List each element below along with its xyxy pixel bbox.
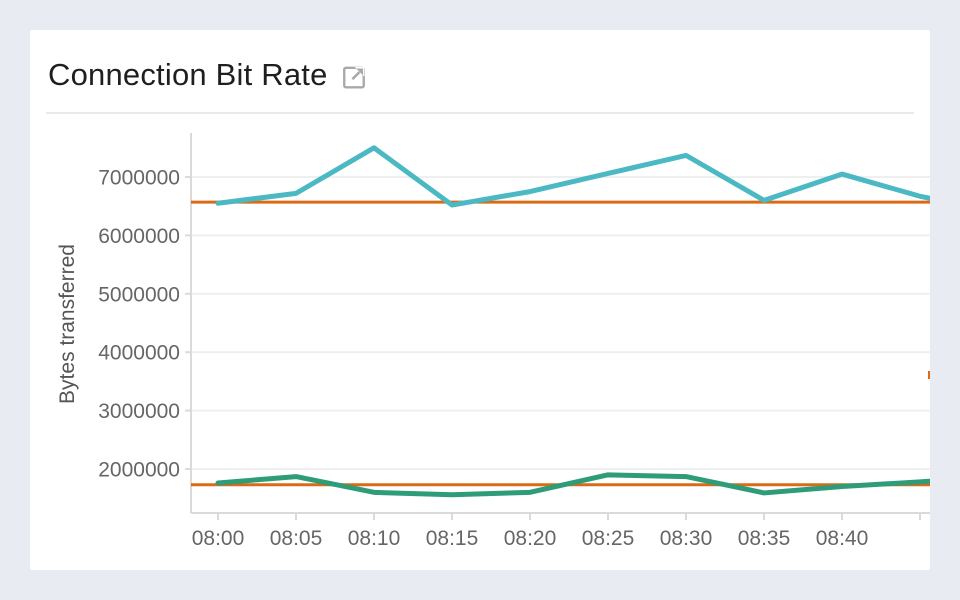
y-tick-label: 6000000 (98, 225, 180, 248)
bitrate-series-teal (215, 145, 930, 208)
x-tick-label: 08:10 (348, 527, 401, 550)
x-tick-label: 08:20 (504, 527, 557, 550)
chart-series-lines (215, 145, 930, 498)
x-tick-label: 08:30 (660, 527, 713, 550)
chart-axes (185, 133, 930, 520)
chart-tick-labels: 2000000 3000000 4000000 5000000 6000000 70000… (98, 167, 868, 551)
y-axis-title: Bytes transferred (56, 244, 79, 404)
x-tick-label: 08:15 (426, 527, 479, 550)
y-tick-label: 3000000 (98, 400, 180, 423)
external-link-icon[interactable] (341, 64, 367, 90)
chart-threshold-lines (191, 200, 930, 487)
y-tick-label: 4000000 (98, 342, 180, 365)
x-tick-label: 08:35 (738, 527, 791, 550)
x-tick-label: 08:05 (270, 527, 323, 550)
x-tick-label: 08:00 (192, 527, 245, 550)
x-tick-label: 08:40 (816, 527, 869, 550)
y-tick-label: 7000000 (98, 167, 180, 190)
clipped-edge-marker (928, 371, 930, 379)
y-tick-label: 5000000 (98, 283, 180, 306)
bitrate-series-green (215, 472, 930, 498)
y-tick-label: 2000000 (98, 459, 180, 482)
line-chart: 2000000 3000000 4000000 5000000 6000000 70000… (98, 133, 930, 551)
widget-title: Connection Bit Rate (48, 57, 328, 92)
chart-gridlines (191, 176, 930, 470)
widget-header: Connection Bit Rate (48, 56, 367, 94)
x-tick-label: 08:25 (582, 527, 635, 550)
chart-widget-card: Connection Bit Rate 2000000 3000000 400000… (30, 30, 930, 570)
header-divider (46, 112, 914, 114)
